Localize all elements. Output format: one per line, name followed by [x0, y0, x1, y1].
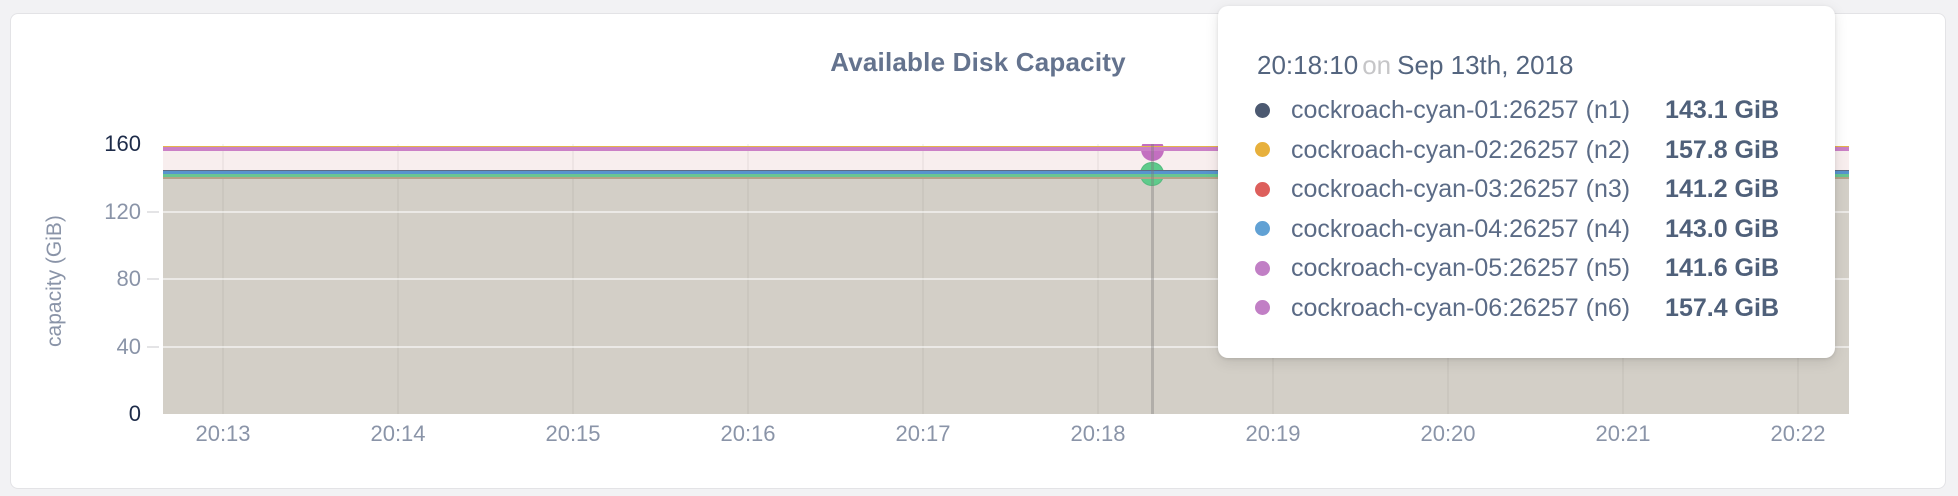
x-tick-label-20:18: 20:18 — [1070, 421, 1126, 446]
x-tick-label-20:14: 20:14 — [370, 421, 426, 446]
series-color-dot — [1255, 300, 1270, 315]
series-color-dot — [1255, 142, 1270, 157]
horizontal-gridline-80 — [163, 278, 1849, 280]
tooltip-time: 20:18:10 — [1257, 50, 1359, 80]
y-tick-mark — [147, 345, 159, 348]
horizontal-gridline-120 — [163, 210, 1849, 213]
chart-title: Available Disk Capacity — [830, 47, 1126, 77]
tooltip-node-name: cockroach-cyan-01:26257 (n1) — [1291, 96, 1631, 124]
y-tick-mark — [147, 278, 159, 280]
tooltip-node-value: 141.2 GiB — [1665, 175, 1779, 203]
tooltip-row: cockroach-cyan-04:26257 (n4) 143.0 GiB — [1218, 210, 1835, 248]
x-tick-label-20:17: 20:17 — [895, 421, 951, 446]
series-line-n3-red — [163, 176, 1849, 180]
series-color-dot — [1255, 221, 1270, 236]
series-line-n6-pink — [163, 147, 1849, 152]
y-tick-label-160: 160 — [104, 131, 141, 156]
tooltip-node-value: 157.4 GiB — [1665, 293, 1779, 322]
tooltip-conjunction: on — [1362, 50, 1392, 80]
x-tick-label-20:22: 20:22 — [1770, 421, 1826, 446]
y-tick-label-80: 80 — [116, 266, 141, 291]
horizontal-gridline-40 — [163, 345, 1849, 348]
tooltip-row: cockroach-cyan-02:26257 (n2) 157.8 GiB — [1218, 131, 1835, 169]
tooltip-row: cockroach-cyan-05:26257 (n5) 141.6 GiB — [1218, 249, 1835, 287]
tooltip-node-name: cockroach-cyan-03:26257 (n3) — [1291, 175, 1631, 203]
tooltip-row: cockroach-cyan-03:26257 (n3) 141.2 GiB — [1218, 170, 1835, 208]
x-tick-label-20:15: 20:15 — [545, 421, 601, 446]
series-line-n4-blue — [163, 171, 1849, 175]
series-color-dot — [1255, 102, 1270, 118]
series-color-dot — [1255, 181, 1270, 197]
tooltip-header: 20:18:10 on Sep 13th, 2018 — [1257, 50, 1574, 80]
tooltip-node-name: cockroach-cyan-04:26257 (n4) — [1291, 214, 1631, 243]
tooltip-node-name: cockroach-cyan-02:26257 (n2) — [1291, 135, 1631, 164]
tooltip-node-name: cockroach-cyan-05:26257 (n5) — [1291, 254, 1631, 282]
x-tick-label-20:16: 20:16 — [720, 421, 776, 446]
y-tick-label-40: 40 — [116, 333, 141, 359]
y-tick-label-0: 0 — [128, 401, 141, 426]
hover-guideline — [1151, 144, 1154, 414]
y-tick-mark — [147, 210, 159, 213]
x-tick-label-20:19: 20:19 — [1245, 421, 1301, 446]
tooltip-row: cockroach-cyan-01:26257 (n1) 143.1 GiB — [1218, 91, 1835, 129]
tooltip-node-value: 157.8 GiB — [1665, 135, 1779, 164]
tooltip-node-name: cockroach-cyan-06:26257 (n6) — [1291, 293, 1631, 322]
x-tick-label-20:21: 20:21 — [1595, 421, 1651, 446]
tooltip-node-value: 143.1 GiB — [1665, 96, 1779, 124]
tooltip-node-value: 141.6 GiB — [1665, 254, 1779, 282]
series-line-n5-green — [163, 173, 1849, 178]
series-color-dot — [1255, 260, 1270, 276]
y-tick-label-120: 120 — [104, 198, 141, 224]
tooltip-row: cockroach-cyan-06:26257 (n6) 157.4 GiB — [1218, 289, 1835, 327]
hover-tooltip: 20:18:10 on Sep 13th, 2018 cockroach-cyan-… — [1218, 6, 1835, 358]
tooltip-date: Sep 13th, 2018 — [1397, 50, 1574, 80]
tooltip-node-value: 143.0 GiB — [1665, 214, 1779, 243]
x-tick-label-20:20: 20:20 — [1420, 421, 1476, 446]
x-tick-label-20:13: 20:13 — [195, 421, 251, 446]
